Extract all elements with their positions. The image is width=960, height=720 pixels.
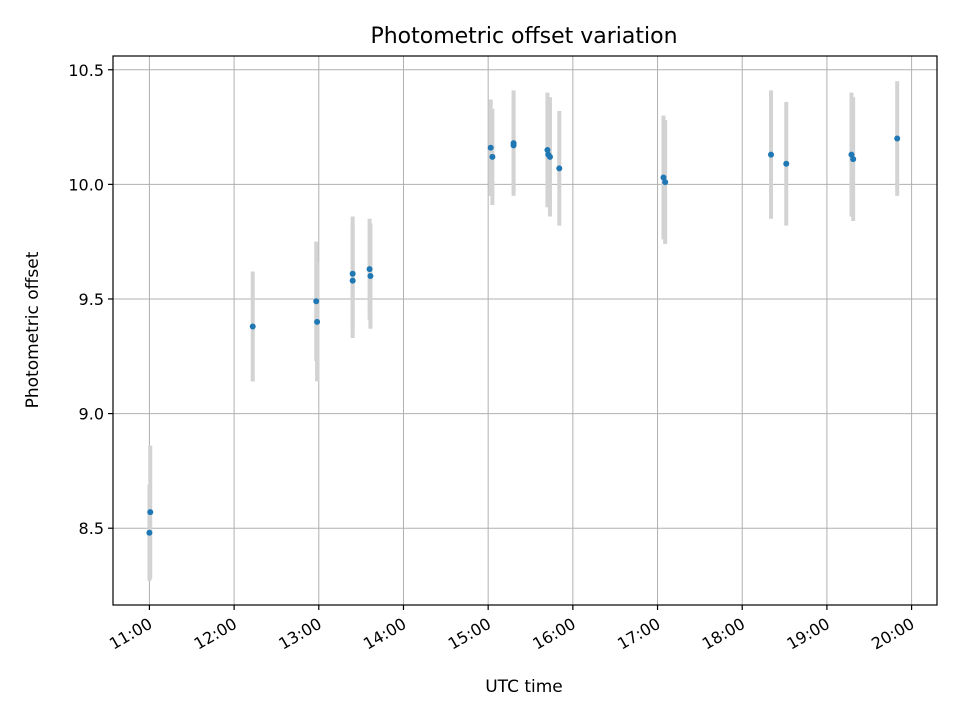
data-point	[556, 165, 563, 172]
data-point	[894, 135, 901, 142]
data-point	[489, 153, 496, 160]
data-point	[487, 144, 494, 151]
data-point	[367, 273, 374, 280]
data-point	[848, 151, 855, 158]
y-axis-label: Photometric offset	[23, 251, 43, 408]
data-point	[510, 142, 517, 149]
x-axis-label: UTC time	[485, 677, 563, 697]
data-point	[850, 156, 857, 163]
plot-frame	[112, 55, 938, 606]
grid	[113, 56, 937, 605]
y-tick-label: 9.0	[79, 405, 104, 424]
data-point	[146, 529, 153, 536]
y-tick-label: 10.5	[68, 61, 104, 80]
data-point	[662, 179, 669, 186]
data-point	[660, 174, 667, 181]
data-point	[544, 146, 551, 153]
data-point	[349, 277, 356, 284]
y-axis-ticks: 8.5 9.0 9.5 10.0 10.5	[68, 61, 113, 538]
data-point	[147, 509, 154, 516]
y-tick-label: 10.0	[68, 175, 104, 194]
data-point	[249, 323, 256, 330]
data-point	[783, 160, 790, 167]
data-point	[768, 151, 775, 158]
chart-title: Photometric offset variation	[370, 24, 677, 49]
data-point	[366, 266, 373, 273]
y-tick-label: 9.5	[79, 290, 104, 309]
data-point	[313, 298, 320, 305]
data-point	[349, 270, 356, 277]
data-point	[546, 153, 553, 160]
data-point	[314, 318, 321, 325]
data-points	[146, 135, 901, 536]
y-tick-label: 8.5	[79, 519, 104, 538]
